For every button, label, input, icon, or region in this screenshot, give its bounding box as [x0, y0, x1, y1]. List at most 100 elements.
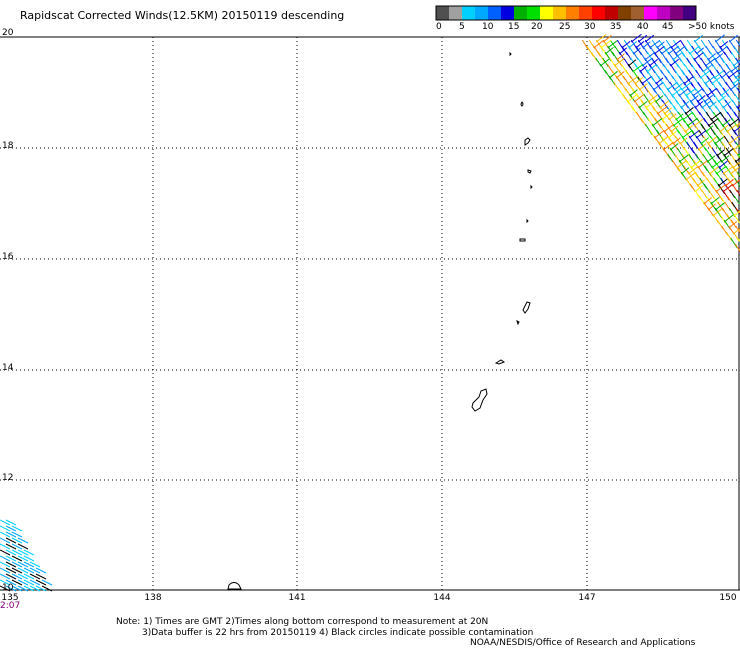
wind-barb-405 [653, 129, 665, 139]
wind-barb-86 [688, 46, 699, 55]
wind-barb-244 [694, 87, 703, 100]
wind-barb-505 [708, 166, 719, 175]
wind-barb-299 [731, 99, 740, 111]
wind-barb-468 [737, 153, 740, 157]
wind-barb-228 [617, 87, 626, 99]
wind-barb-552 [710, 196, 720, 205]
wind-barb-124 [606, 63, 614, 74]
wind-barb-65 [597, 51, 606, 63]
legend-color-bar [435, 5, 697, 21]
wind-barb-417 [709, 135, 718, 147]
wind-barb-482 [734, 157, 740, 163]
wind-barb-192 [699, 70, 711, 79]
wind-barb-24 [707, 39, 714, 49]
wind-barb-611 [11, 561, 23, 568]
wind-barb-70 [618, 47, 628, 55]
wind-barb-195 [713, 70, 724, 79]
wind-barb-154 [632, 69, 641, 82]
wind-barb-633 [23, 579, 35, 586]
wind-barb-351 [675, 113, 684, 121]
wind-barb-446 [690, 147, 699, 159]
wind-barb-514 [685, 172, 696, 181]
wind-barb-47 [649, 45, 658, 57]
legend-bar-frame [435, 5, 697, 21]
wind-barb-62 [726, 45, 733, 55]
wind-barb-204 [627, 81, 636, 94]
wind-barb-422 [658, 136, 669, 145]
wind-barb-564 [712, 208, 722, 217]
wind-barb-411 [681, 130, 693, 139]
wind-barb-155 [632, 63, 644, 73]
wind-barb-503 [701, 171, 708, 181]
wind-barb-576 [735, 225, 740, 234]
wind-barb-209 [641, 76, 652, 85]
wind-barb-589 [5, 531, 17, 538]
wind-barb-325 [635, 111, 644, 123]
wind-barb-333 [677, 111, 686, 123]
wind-barb-620 [29, 567, 41, 574]
wind-barb-3 [595, 33, 607, 43]
wind-barb-466 [730, 153, 739, 166]
legend-swatch-17 [657, 6, 671, 20]
wind-barb-347 [661, 112, 671, 121]
wind-barb-329 [656, 105, 668, 115]
wind-barb-610 [5, 561, 17, 568]
wind-barb-584 [5, 519, 17, 526]
wind-barb-501 [687, 166, 699, 175]
wind-barb-383 [735, 122, 740, 127]
wind-barb-71 [625, 51, 632, 61]
wind-barb-100 [623, 57, 631, 69]
legend-swatch-14 [618, 6, 632, 20]
grid-lines [0, 37, 740, 590]
wind-barb-168 [702, 64, 712, 73]
wind-barb-517 [706, 177, 714, 189]
wind-barb-518 [713, 177, 721, 188]
wind-barb-298 [724, 99, 732, 110]
lon-label-147: 147 [578, 593, 596, 603]
wind-barb-641 [23, 585, 35, 592]
island-farallon-de-pajaros [509, 51, 512, 57]
wind-barb-129 [627, 59, 637, 67]
wind-barb-618 [17, 567, 29, 574]
wind-barb-104 [644, 51, 656, 61]
wind-barb-639 [11, 585, 23, 592]
wind-barb-555 [731, 201, 739, 213]
wind-barb-371 [686, 117, 698, 127]
wind-barb-586 [5, 525, 17, 532]
wind-barb-594 [17, 537, 29, 544]
lat-label-10: 10 [2, 583, 14, 593]
wind-barb-263 [678, 88, 689, 97]
wind-barb-95 [595, 57, 602, 67]
legend-tick-30: 30 [584, 22, 596, 32]
legend-tick-15: 15 [508, 22, 520, 32]
wind-barb-109 [672, 52, 682, 61]
wind-barb-37 [607, 40, 618, 49]
wind-barb-297 [717, 95, 727, 103]
wind-barb-273 [720, 89, 730, 97]
island-guguan [526, 218, 529, 224]
wind-barb-353 [682, 112, 693, 121]
wind-barb-357 [710, 117, 719, 129]
wind-barb-316 [701, 100, 712, 109]
wind-barb-370 [686, 123, 695, 136]
wind-barb-458 [688, 153, 697, 166]
legend-swatch-4 [488, 6, 502, 20]
wind-barb-609 [0, 561, 11, 568]
wind-barb-575 [728, 221, 738, 229]
wind-barb-113 [693, 52, 704, 61]
wind-barb-221 [704, 76, 715, 85]
wind-barb-173 [730, 64, 740, 73]
wind-barb-78 [660, 51, 669, 64]
wind-barb-279 [633, 94, 644, 103]
wind-barb-31 [586, 45, 594, 57]
wind-barb-403 [733, 126, 740, 133]
wind-barb-560 [721, 207, 730, 220]
wind-barb-392 [684, 125, 694, 133]
wind-barb-89 [702, 51, 711, 63]
wind-barb-448 [697, 143, 707, 151]
wind-barb-119 [721, 57, 730, 70]
wind-barb-413 [688, 129, 700, 139]
wind-barb-343 [640, 117, 647, 127]
wind-barb-217 [683, 76, 694, 85]
wind-barb-103 [644, 57, 653, 69]
